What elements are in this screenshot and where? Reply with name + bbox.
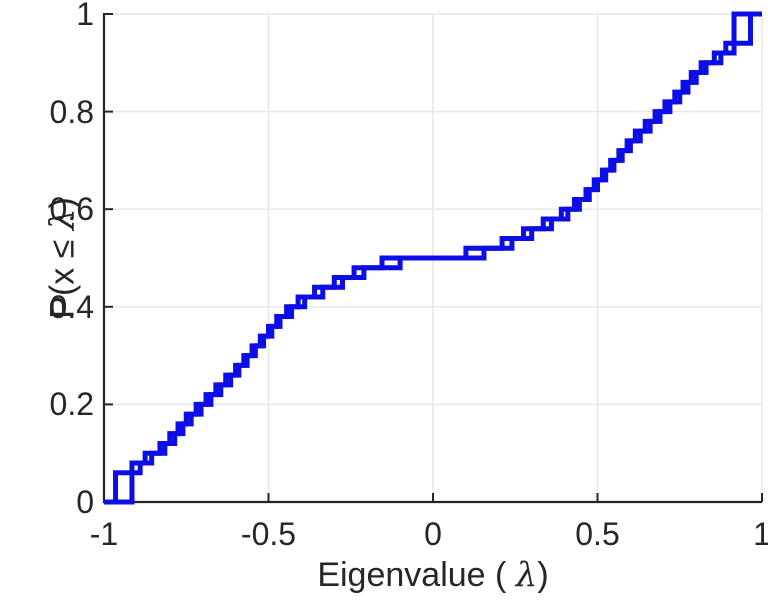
x-axis-label: Eigenvalue ( λ) [317, 555, 549, 595]
eigenvalue-ecdf-2 [104, 11, 762, 505]
x-tick-label: 0.5 [575, 516, 620, 552]
x-tick-label: -0.5 [240, 516, 297, 552]
y-tick-label: 0.2 [49, 386, 94, 423]
x-tick-label: 1 [753, 516, 768, 552]
y-tick-label: 0.6 [49, 191, 94, 228]
y-tick-label: 0.4 [49, 288, 94, 325]
y-tick-label: 1 [76, 0, 94, 32]
y-tick-label: 0 [76, 484, 94, 520]
x-tick-label: 0 [424, 516, 442, 552]
y-tick-label: 0.8 [49, 93, 94, 130]
x-tick-label: -1 [89, 516, 119, 552]
eigenvalue-ecdf-1 [104, 11, 762, 505]
